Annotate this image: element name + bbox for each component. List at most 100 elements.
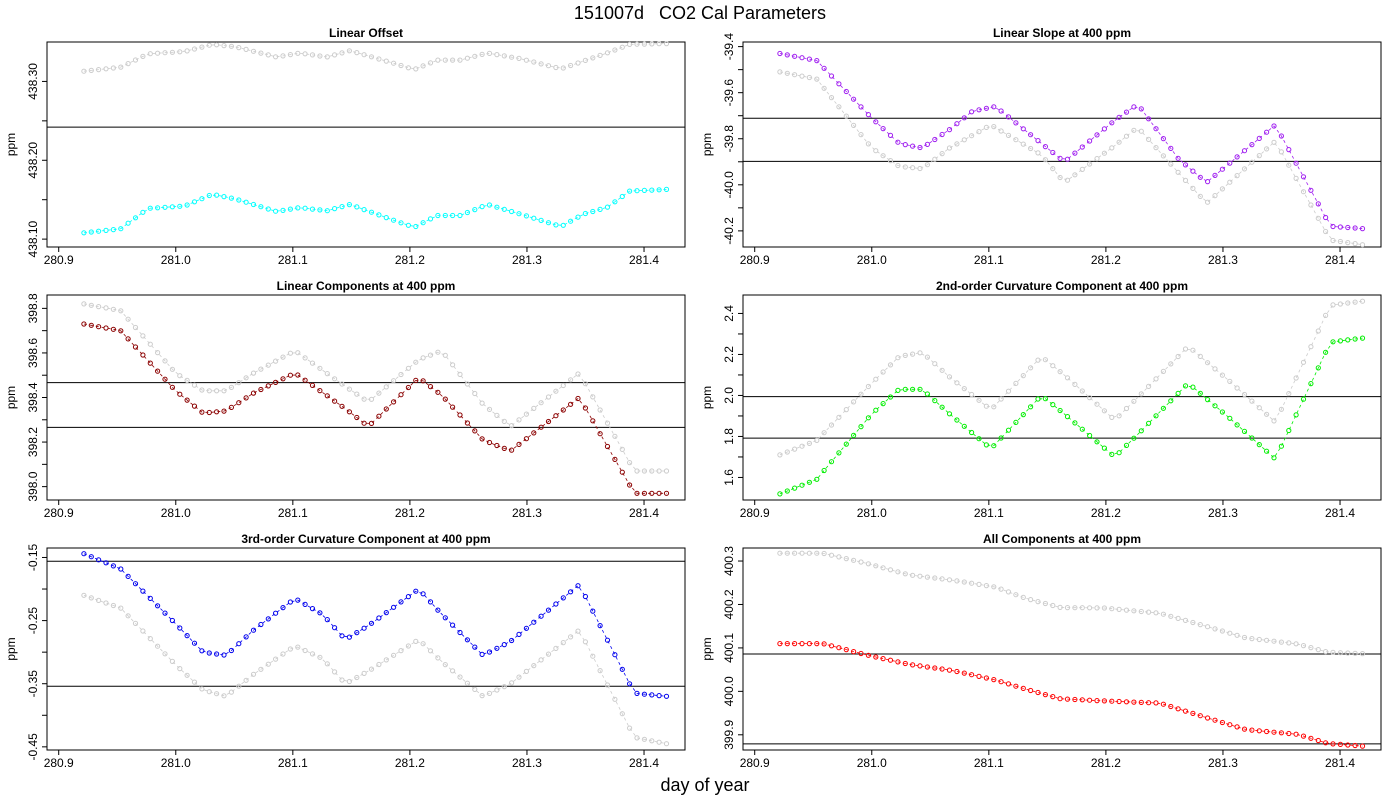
data-point (324, 371, 330, 377)
panel-title: Linear Components at 400 ppm (277, 279, 456, 293)
data-point (531, 663, 537, 669)
data-point (828, 459, 835, 465)
data-point (1337, 238, 1344, 245)
data-point (932, 665, 938, 671)
data-point (1286, 640, 1292, 646)
data-point (814, 76, 820, 82)
data-point (531, 215, 537, 221)
data-point (486, 439, 493, 446)
data-point (998, 108, 1004, 114)
data-point (1219, 628, 1226, 634)
data-point (501, 418, 507, 424)
data-point (1175, 155, 1181, 161)
data-point (560, 407, 566, 413)
data-point (221, 43, 227, 49)
data-point (1190, 710, 1196, 717)
data-point (545, 418, 552, 425)
data-point (1005, 589, 1012, 595)
x-tick-label: 281.1 (974, 756, 1004, 770)
data-point (641, 691, 648, 697)
data-point (354, 391, 360, 397)
data-point (1028, 365, 1034, 371)
data-point (1146, 116, 1152, 122)
data-point (1057, 696, 1063, 702)
x-tick-label: 281.3 (1208, 506, 1238, 520)
data-point (1013, 137, 1019, 143)
data-point (479, 651, 485, 658)
data-point (391, 604, 397, 610)
data-point (435, 655, 441, 661)
y-tick-label: 400.3 (722, 546, 736, 576)
data-point (472, 207, 478, 213)
data-point (553, 601, 559, 607)
data-point (81, 230, 87, 236)
data-point (1160, 136, 1167, 142)
data-point (81, 321, 87, 327)
data-point (88, 302, 94, 308)
data-point (427, 648, 434, 654)
data-point (560, 595, 566, 601)
data-point (280, 651, 286, 657)
data-point (1042, 692, 1049, 698)
data-point (887, 567, 894, 573)
data-point (332, 398, 338, 404)
data-point (649, 41, 655, 47)
data-point (656, 41, 662, 47)
x-tick-label: 281.4 (629, 253, 659, 267)
data-point (910, 143, 916, 149)
data-point (398, 220, 404, 226)
data-point (582, 381, 589, 387)
data-point (1256, 728, 1262, 734)
data-point (391, 378, 397, 384)
data-point (1256, 405, 1262, 411)
data-point (509, 208, 515, 215)
data-point (110, 227, 117, 233)
data-point (302, 377, 308, 383)
data-point (612, 456, 618, 462)
data-point (1087, 138, 1093, 144)
data-point (258, 621, 264, 628)
data-point (96, 304, 102, 310)
data-point (96, 324, 102, 330)
data-point (442, 615, 448, 621)
data-point (184, 377, 190, 383)
data-point (302, 51, 308, 57)
data-point (865, 141, 872, 147)
data-point (627, 482, 633, 488)
data-point (634, 735, 640, 741)
data-point (821, 641, 827, 647)
data-point (103, 227, 109, 233)
data-point (258, 50, 264, 56)
data-point (177, 391, 183, 397)
y-tick-label: -40.0 (722, 171, 736, 199)
data-point (221, 652, 227, 658)
data-point (523, 668, 530, 675)
data-point (302, 205, 308, 211)
data-point (1168, 145, 1174, 151)
data-point (81, 301, 87, 307)
y-axis-label: ppm (4, 133, 18, 156)
data-point (191, 640, 198, 646)
data-point (457, 412, 463, 418)
data-point (398, 599, 404, 605)
data-point (784, 488, 790, 494)
data-point (450, 57, 456, 63)
data-point (1175, 615, 1181, 622)
data-point (1359, 242, 1366, 248)
x-tick-label: 280.9 (740, 253, 770, 267)
data-point (125, 573, 131, 580)
data-point (472, 686, 478, 693)
data-point (1212, 403, 1218, 409)
data-point (663, 490, 670, 496)
panel-1: Linear Offset 280.9 281.0 281.1 281.2 281.3 28… (4, 26, 686, 267)
series-2 (777, 50, 1366, 232)
data-point (103, 560, 109, 566)
y-tick-label: 400.1 (722, 633, 736, 663)
data-point (1020, 685, 1026, 692)
data-point (361, 396, 367, 402)
data-point (821, 85, 827, 91)
data-point (1234, 173, 1240, 179)
data-point (1087, 432, 1093, 439)
data-point (118, 308, 124, 314)
data-point (1264, 728, 1270, 735)
